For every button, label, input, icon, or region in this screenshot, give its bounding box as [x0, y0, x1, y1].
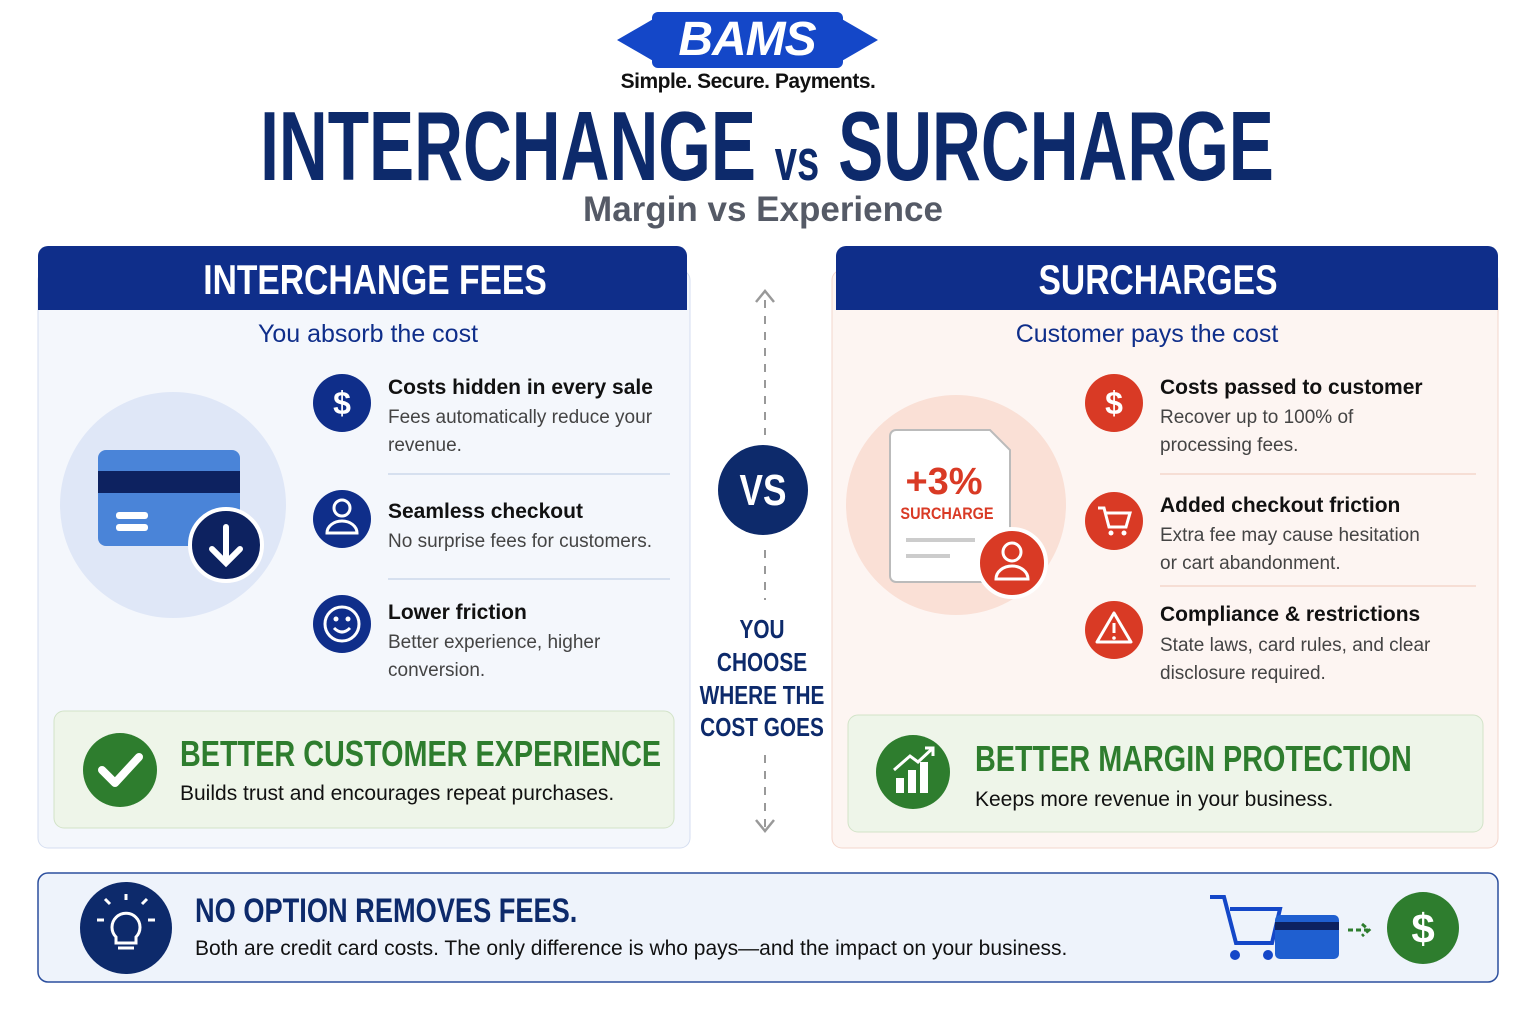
cart-wheel — [1108, 530, 1114, 536]
title-right: SURCHARGE — [838, 91, 1274, 201]
item-title: Lower friction — [388, 601, 527, 624]
item-text: or cart abandonment. — [1160, 553, 1341, 574]
footer-text: Both are credit card costs. The only dif… — [195, 937, 1068, 960]
icon-smile — [313, 595, 371, 653]
item-title: Added checkout friction — [1160, 494, 1401, 517]
logo-arrow — [617, 18, 655, 62]
item-text: disclosure required. — [1160, 663, 1326, 684]
right-header-bar — [836, 246, 1498, 310]
arrow-down — [755, 819, 775, 833]
bulb-rays — [97, 894, 155, 922]
item-text: revenue. — [388, 435, 462, 456]
title-left: INTERCHANGE — [260, 91, 756, 201]
bulb-icon — [110, 911, 142, 950]
vs-text: VS — [739, 466, 787, 515]
arrow-up — [755, 289, 775, 303]
card-line — [116, 524, 148, 531]
surcharge-percent: +3% — [905, 461, 983, 503]
logo-box — [652, 12, 843, 68]
check-mark — [98, 753, 143, 787]
right-subheading: Customer pays the cost — [1015, 320, 1279, 348]
item-text: Better experience, higher — [388, 632, 601, 653]
smile-eye — [333, 616, 339, 622]
check-circle — [83, 733, 157, 807]
center-text: COST GOES — [700, 712, 824, 742]
surcharge-label: SURCHARGE — [900, 504, 994, 523]
cart-wheel — [1263, 950, 1273, 960]
warning-dot — [1112, 636, 1116, 640]
card-stripe — [98, 471, 240, 493]
callout-text: Keeps more revenue in your business. — [975, 788, 1334, 811]
item-title: Seamless checkout — [388, 500, 583, 523]
dollar-glyph: $ — [1105, 385, 1123, 421]
footer-card — [1275, 915, 1339, 959]
bulb-circle — [80, 882, 172, 974]
callout-title: BETTER CUSTOMER EXPERIENCE — [180, 733, 662, 774]
dollar-circle — [1387, 892, 1459, 964]
left-callout — [53, 710, 675, 829]
right-callout — [847, 714, 1484, 833]
right-heading: SURCHARGES — [1038, 256, 1278, 303]
chart-bar — [908, 770, 916, 793]
center-text: YOU — [739, 614, 785, 644]
callout-text: Builds trust and encourages repeat purch… — [180, 782, 615, 805]
item-title: Costs passed to customer — [1160, 376, 1423, 399]
center-text: WHERE THE — [699, 680, 825, 710]
item-title: Costs hidden in every sale — [388, 376, 653, 399]
subtitle: Margin vs Experience — [583, 190, 943, 229]
smile-mouth — [332, 626, 352, 634]
item-text: processing fees. — [1160, 435, 1299, 456]
vs-badge — [718, 445, 808, 535]
user-head — [332, 498, 352, 518]
dollar-glyph: $ — [1411, 905, 1435, 952]
left-header-bar — [38, 246, 687, 310]
chart-bar — [920, 762, 928, 793]
tagline: Simple. Secure. Payments. — [620, 70, 876, 93]
item-title: Compliance & restrictions — [1160, 603, 1421, 626]
person-body — [994, 564, 1030, 581]
user-body — [325, 519, 359, 535]
down-arrow — [209, 524, 243, 568]
footer-box — [37, 872, 1499, 983]
footer-arrow — [1348, 922, 1372, 938]
warning-triangle — [1095, 611, 1133, 644]
logo-text: BAMS — [678, 13, 816, 66]
left-subheading: You absorb the cost — [257, 320, 479, 348]
left-heading: INTERCHANGE FEES — [203, 256, 547, 303]
item-text: Recover up to 100% of — [1160, 407, 1354, 428]
person-circle — [976, 527, 1048, 599]
icon-dollar — [313, 374, 371, 432]
person-head — [1001, 541, 1023, 563]
dollar-glyph: $ — [333, 385, 351, 421]
center-text: CHOOSE — [716, 647, 808, 677]
main-title: INTERCHANGE vs SURCHARGE — [260, 97, 1274, 195]
smile-eye — [345, 616, 351, 622]
card-stripe — [1275, 922, 1339, 930]
footer-title: NO OPTION REMOVES FEES. — [195, 892, 578, 930]
icon-cart — [1085, 492, 1143, 550]
item-text: conversion. — [388, 660, 486, 681]
chart-arrow — [893, 746, 935, 772]
smile-face — [323, 605, 361, 643]
card-line — [116, 512, 148, 519]
logo-arrow — [840, 18, 878, 62]
title-vs: vs — [774, 128, 820, 193]
cart-glyph — [1098, 506, 1132, 529]
callout-title: BETTER MARGIN PROTECTION — [975, 738, 1412, 779]
cart-wheel — [1230, 950, 1240, 960]
chart-bar — [896, 778, 904, 793]
item-text: Fees automatically reduce your — [388, 407, 653, 428]
cart-wheel — [1121, 530, 1127, 536]
item-text: State laws, card rules, and clear — [1160, 635, 1431, 656]
item-text: No surprise fees for customers. — [388, 531, 652, 552]
item-text: Extra fee may cause hesitation — [1160, 525, 1420, 546]
footer-cart — [1210, 895, 1283, 945]
icon-dollar — [1085, 374, 1143, 432]
